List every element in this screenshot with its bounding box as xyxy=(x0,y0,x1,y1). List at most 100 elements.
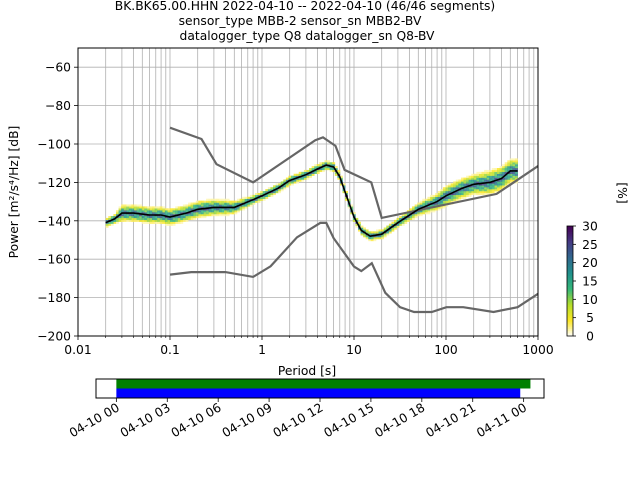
density-cell xyxy=(417,202,421,205)
density-cell xyxy=(208,202,212,205)
density-cell xyxy=(496,169,500,173)
density-cell xyxy=(193,208,197,211)
density-cell xyxy=(167,217,171,221)
density-cell xyxy=(499,187,503,190)
colorbar-step xyxy=(567,304,573,308)
density-cell xyxy=(432,196,436,199)
density-cell xyxy=(154,216,158,219)
density-cell xyxy=(154,217,158,221)
density-cell xyxy=(412,216,415,219)
density-cell xyxy=(152,221,155,224)
density-cell xyxy=(476,189,480,192)
density-cell xyxy=(504,181,508,184)
density-cell xyxy=(489,185,493,188)
density-cell xyxy=(494,169,498,173)
density-cell xyxy=(391,229,395,232)
density-cell xyxy=(430,200,433,203)
density-cell xyxy=(203,206,207,209)
density-cell xyxy=(216,214,220,217)
density-cell xyxy=(419,204,423,207)
density-cell xyxy=(502,179,506,182)
density-cell xyxy=(229,202,233,205)
density-cell xyxy=(244,206,248,209)
density-cell xyxy=(211,200,215,203)
coverage-bar xyxy=(116,379,531,389)
density-cell xyxy=(509,181,513,184)
density-cell xyxy=(448,183,451,186)
density-cell xyxy=(424,212,428,215)
density-cell xyxy=(213,204,217,207)
density-cell xyxy=(182,208,186,211)
density-cell xyxy=(229,204,233,207)
density-cell xyxy=(311,166,315,169)
density-cell xyxy=(466,179,469,182)
density-cell xyxy=(275,183,279,186)
density-cell xyxy=(252,196,256,199)
density-cell xyxy=(226,210,230,213)
density-cell xyxy=(499,181,503,184)
density-cell xyxy=(476,192,480,196)
density-cell xyxy=(291,183,294,186)
density-cell xyxy=(484,179,487,182)
density-cell xyxy=(224,212,227,215)
density-cell xyxy=(478,189,482,192)
density-cell xyxy=(404,221,408,224)
density-cell xyxy=(229,200,233,203)
density-cell xyxy=(195,216,199,219)
density-cell xyxy=(419,210,423,213)
density-cell xyxy=(373,231,377,234)
density-cell xyxy=(427,208,431,211)
density-cell xyxy=(489,189,493,192)
density-cell xyxy=(139,219,143,222)
density-cell xyxy=(193,210,197,213)
density-cell xyxy=(430,204,433,207)
density-cell xyxy=(496,185,500,188)
density-cell xyxy=(515,164,518,167)
density-cell xyxy=(502,169,506,173)
density-cell xyxy=(203,210,207,213)
density-cell xyxy=(242,206,246,209)
density-cell xyxy=(247,202,251,205)
density-cell xyxy=(110,217,114,221)
colorbar-step xyxy=(567,317,573,320)
density-cell xyxy=(121,219,125,222)
density-cell xyxy=(394,219,397,222)
density-cell xyxy=(110,216,114,219)
density-cell xyxy=(226,204,230,207)
density-cell xyxy=(180,217,184,221)
density-cell xyxy=(108,216,112,219)
density-cell xyxy=(515,166,518,169)
density-cell xyxy=(399,223,403,226)
density-cell xyxy=(195,210,199,213)
density-cell xyxy=(376,235,379,238)
density-cell xyxy=(339,177,343,180)
density-cell xyxy=(448,185,451,188)
density-cell xyxy=(195,206,199,209)
density-cell xyxy=(455,181,459,184)
density-cell xyxy=(185,204,189,207)
coverage-bar xyxy=(116,388,521,398)
colorbar-label: [%] xyxy=(615,182,629,203)
density-cell xyxy=(206,202,209,205)
density-cell xyxy=(136,210,140,213)
density-cell xyxy=(134,208,137,211)
density-cell xyxy=(502,168,506,171)
density-cell xyxy=(260,198,264,201)
density-cell xyxy=(188,214,191,217)
density-cell xyxy=(229,212,233,215)
density-cell xyxy=(296,179,300,182)
density-cell xyxy=(149,216,153,219)
density-cell xyxy=(515,181,518,184)
density-cell xyxy=(404,214,408,217)
density-cell xyxy=(455,198,459,201)
density-cell xyxy=(360,227,364,230)
density-cell xyxy=(422,202,426,205)
density-cell xyxy=(182,217,186,221)
chart-title: BK.BK65.00.HHN 2022-04-10 -- 2022-04-10 … xyxy=(115,0,495,43)
density-cell xyxy=(458,191,462,194)
density-cell xyxy=(298,173,302,176)
density-cell xyxy=(175,208,179,211)
density-cell xyxy=(190,212,194,215)
density-cell xyxy=(437,191,441,194)
density-cell xyxy=(484,175,487,178)
